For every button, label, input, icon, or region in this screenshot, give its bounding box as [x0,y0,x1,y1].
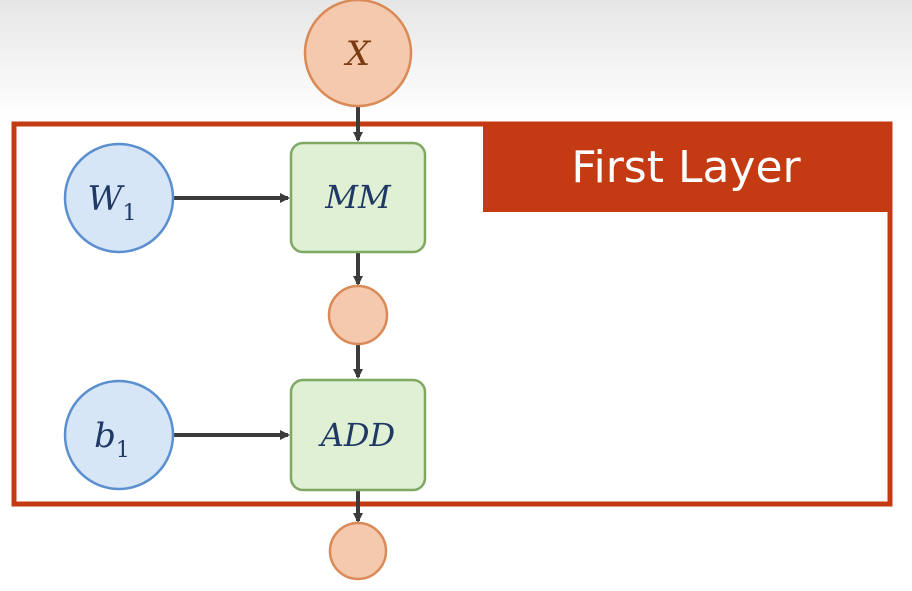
op-node-mm: MM [289,141,427,254]
input-node-x: X [303,0,413,108]
svg-text:b1: b1 [94,416,130,463]
param-node-w1-label: W [88,179,126,219]
op-node-add-label: ADD [318,416,395,454]
param-node-b1: b1 [63,379,175,491]
layer-title: First Layer [483,124,889,212]
svg-text:W1: W1 [88,179,137,226]
output-node [328,521,388,581]
intermediate-node [327,284,389,346]
param-node-w1-subscript: 1 [122,201,136,226]
op-node-add: ADD [289,378,427,492]
input-node-x-label: X [343,34,372,74]
param-node-b1-subscript: 1 [116,438,130,463]
param-node-w1: W1 [63,142,175,254]
layer-frame [11,121,893,507]
param-node-b1-label: b [94,416,116,456]
op-node-mm-label: MM [324,178,392,216]
